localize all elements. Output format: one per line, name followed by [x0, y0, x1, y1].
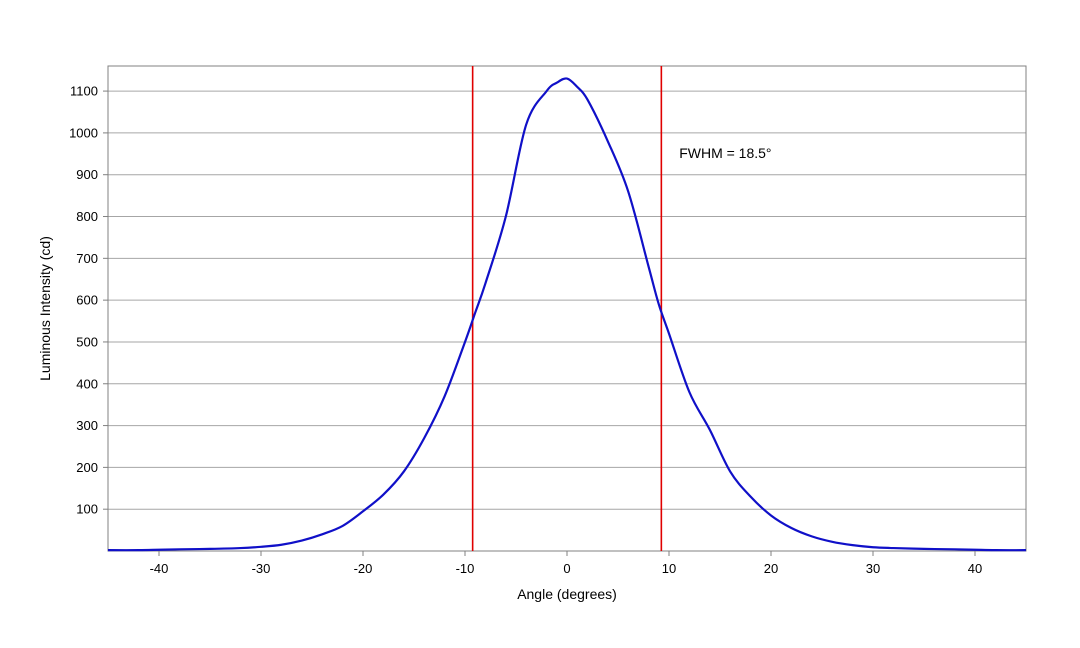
y-axis-ticks: 100 200 300 400 500 600 700 800 900 1000 1100 — [69, 84, 108, 517]
plot-frame — [107, 65, 1027, 552]
y-tick-label: 100 — [76, 502, 98, 517]
x-tick-label: 40 — [968, 561, 982, 576]
y-tick-label: 400 — [76, 376, 98, 391]
fwhm-lines — [471, 66, 663, 551]
y-tick-label: 800 — [76, 209, 98, 224]
x-tick-label: -40 — [150, 561, 169, 576]
x-tick-label: 20 — [764, 561, 778, 576]
x-tick-label: -10 — [456, 561, 475, 576]
y-tick-label: 600 — [76, 293, 98, 308]
y-tick-label: 900 — [76, 167, 98, 182]
y-tick-label: 700 — [76, 251, 98, 266]
x-tick-label: -20 — [354, 561, 373, 576]
y-tick-label: 200 — [76, 460, 98, 475]
x-tick-label: 10 — [662, 561, 676, 576]
y-tick-label: 300 — [76, 418, 98, 433]
intensity-curve — [107, 77, 1027, 552]
x-tick-label: -30 — [252, 561, 271, 576]
annotations: FWHM = 18.5° — [679, 145, 771, 161]
x-tick-label: 0 — [563, 561, 570, 576]
x-axis-title: Angle (degrees) — [517, 586, 617, 602]
x-axis-ticks: -40 -30 -20 -10 0 10 20 30 40 — [150, 551, 982, 576]
y-tick-label: 1000 — [69, 125, 98, 140]
gridlines — [108, 90, 1026, 510]
x-tick-label: 30 — [866, 561, 880, 576]
y-tick-label: 500 — [76, 334, 98, 349]
y-axis-title: Luminous Intensity (cd) — [37, 236, 53, 381]
y-tick-label: 1100 — [70, 84, 98, 99]
fwhm-annotation: FWHM = 18.5° — [679, 145, 771, 161]
